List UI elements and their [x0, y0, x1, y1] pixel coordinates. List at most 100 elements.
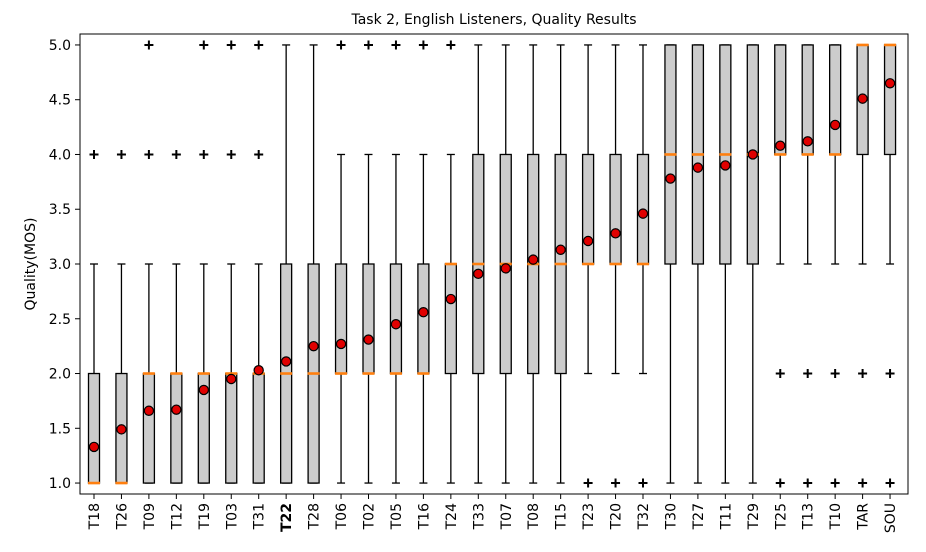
- box-t28: [307, 44, 320, 484]
- x-tick-label: T19: [197, 503, 213, 530]
- x-tick-label: T07: [499, 503, 515, 530]
- x-tick-label: T29: [746, 503, 762, 530]
- box-t30: [664, 44, 677, 484]
- mean-marker: [390, 319, 402, 330]
- outlier-marker: [199, 40, 209, 50]
- box-iqr: [389, 263, 403, 375]
- mean-marker: [143, 405, 155, 416]
- outlier-marker: [830, 478, 840, 488]
- box-t08: [527, 44, 540, 484]
- box-iqr: [142, 372, 156, 484]
- outlier-marker: [254, 149, 264, 159]
- mean-marker: [473, 268, 484, 280]
- x-tick-label: T32: [636, 503, 652, 530]
- box-t03: [225, 40, 238, 484]
- box-t07: [499, 44, 512, 484]
- box-t20: [609, 44, 622, 488]
- x-tick-label: T27: [691, 503, 707, 530]
- outlier-marker: [858, 478, 868, 488]
- outlier-marker: [336, 40, 346, 50]
- x-tick-label: SOU: [883, 503, 899, 533]
- box-iqr: [87, 372, 101, 484]
- mean-marker: [280, 356, 292, 367]
- outlier-marker: [144, 40, 154, 50]
- outlier-marker: [144, 149, 154, 159]
- mean-marker: [555, 244, 566, 255]
- box-t06: [334, 40, 348, 484]
- y-tick-label: 2.0: [49, 367, 71, 383]
- mean-marker: [308, 340, 319, 352]
- outlier-marker: [775, 369, 785, 379]
- chart-title: Task 2, English Listeners, Quality Resul…: [350, 12, 636, 28]
- y-tick-label: 4.0: [49, 147, 71, 163]
- y-axis-label: Quality(MOS): [23, 218, 39, 311]
- outlier-marker: [885, 369, 895, 379]
- box-iqr: [417, 263, 430, 375]
- x-tick-label: T16: [416, 503, 432, 530]
- outlier-marker: [116, 149, 126, 159]
- x-tick-label: T15: [554, 503, 570, 530]
- x-tick-label: T02: [362, 503, 378, 530]
- mean-marker: [88, 441, 100, 453]
- mean-marker: [720, 160, 731, 171]
- x-tick-label: T26: [114, 503, 130, 530]
- y-tick-label: 4.5: [49, 93, 71, 109]
- box-t11: [719, 44, 732, 484]
- y-tick-label: 1.5: [49, 421, 71, 437]
- mean-marker: [418, 306, 429, 318]
- outlier-marker: [775, 478, 785, 488]
- box-iqr: [225, 372, 238, 484]
- box-t16: [417, 40, 430, 484]
- mean-marker: [637, 208, 649, 219]
- box-t27: [691, 44, 705, 484]
- box-iqr: [334, 263, 348, 375]
- box-t18: [87, 149, 101, 485]
- mean-marker: [829, 119, 841, 131]
- mean-marker: [253, 365, 264, 376]
- x-tick-label: T09: [142, 503, 158, 530]
- box-t24: [444, 40, 458, 484]
- y-tick-label: 3.0: [49, 257, 71, 273]
- x-tick-label: T31: [252, 503, 268, 530]
- mean-marker: [171, 404, 182, 415]
- box-iqr: [609, 153, 622, 265]
- box-t19: [197, 40, 210, 484]
- outlier-marker: [199, 149, 209, 159]
- mean-marker: [775, 140, 786, 151]
- mean-marker: [445, 293, 457, 305]
- outlier-marker: [885, 478, 895, 488]
- outlier-marker: [803, 369, 813, 379]
- box-t12: [170, 149, 183, 484]
- box-t15: [554, 44, 567, 484]
- box-t25: [774, 44, 787, 488]
- box-t31: [252, 40, 265, 484]
- outlier-marker: [226, 40, 236, 50]
- x-tick-label: T24: [444, 503, 460, 530]
- mean-marker: [582, 235, 594, 247]
- y-tick-label: 3.5: [49, 202, 71, 218]
- outlier-marker: [638, 478, 648, 488]
- outlier-marker: [611, 478, 621, 488]
- x-tick-label: T08: [526, 503, 542, 530]
- x-tick-label: T33: [471, 503, 487, 530]
- mean-marker: [226, 373, 237, 385]
- x-tick-label: T10: [828, 503, 844, 530]
- mean-marker: [857, 93, 868, 104]
- box-t26: [115, 149, 128, 485]
- outlier-marker: [89, 149, 99, 159]
- x-tick-label: T25: [773, 503, 789, 530]
- x-tick-label: T23: [581, 503, 597, 530]
- x-tick-label: TAR: [856, 503, 872, 531]
- box-group: [87, 40, 897, 488]
- mean-marker: [198, 384, 209, 396]
- x-tick-label: T28: [307, 503, 323, 530]
- box-iqr: [444, 263, 458, 375]
- box-iqr: [774, 44, 787, 156]
- mean-marker: [528, 254, 539, 265]
- x-tick-label: T18: [87, 503, 103, 530]
- box-t23: [581, 44, 595, 488]
- x-tick-label: T05: [389, 503, 405, 530]
- outlier-marker: [830, 369, 840, 379]
- box-iqr: [252, 372, 265, 484]
- mean-marker: [747, 149, 759, 160]
